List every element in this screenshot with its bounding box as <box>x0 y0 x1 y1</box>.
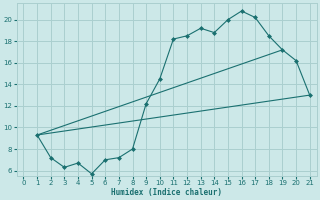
X-axis label: Humidex (Indice chaleur): Humidex (Indice chaleur) <box>111 188 222 197</box>
